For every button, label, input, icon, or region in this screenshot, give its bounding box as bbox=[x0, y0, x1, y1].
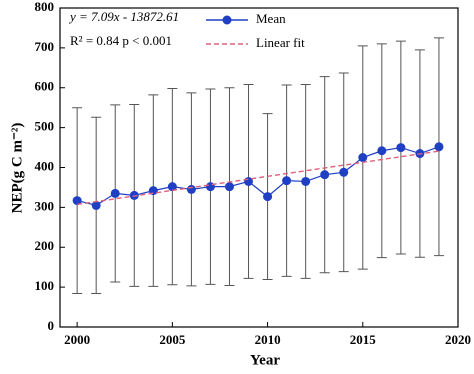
y-tick-label: 700 bbox=[35, 39, 55, 54]
y-tick-label: 200 bbox=[35, 238, 55, 253]
legend-label: Linear fit bbox=[256, 35, 305, 50]
fit-line bbox=[77, 150, 440, 206]
marker bbox=[358, 153, 368, 163]
marker bbox=[434, 142, 444, 152]
x-tick-label: 2020 bbox=[445, 332, 471, 347]
x-tick-label: 2005 bbox=[159, 332, 186, 347]
marker bbox=[320, 170, 330, 180]
legend-marker bbox=[222, 15, 232, 25]
y-tick-label: 600 bbox=[35, 79, 55, 94]
marker bbox=[72, 196, 82, 206]
marker bbox=[110, 188, 120, 198]
y-tick-label: 500 bbox=[35, 119, 55, 134]
x-tick-label: 2010 bbox=[255, 332, 281, 347]
marker bbox=[186, 184, 196, 194]
marker bbox=[205, 182, 215, 192]
y-tick-label: 300 bbox=[35, 198, 55, 213]
marker bbox=[91, 200, 101, 210]
y-tick-label: 800 bbox=[35, 0, 55, 14]
x-axis-label: Year bbox=[250, 352, 280, 368]
y-axis-label: NEP(g C m⁻²) bbox=[9, 123, 25, 214]
marker bbox=[339, 167, 349, 177]
annotation: y = 7.09x - 13872.61 bbox=[68, 9, 179, 24]
x-tick-label: 2015 bbox=[350, 332, 377, 347]
annotation: R² = 0.84 p < 0.001 bbox=[70, 33, 172, 48]
y-tick-label: 400 bbox=[35, 158, 55, 173]
marker bbox=[167, 182, 177, 192]
y-tick-label: 0 bbox=[48, 318, 55, 333]
marker bbox=[396, 143, 406, 153]
marker bbox=[263, 192, 273, 202]
marker bbox=[301, 176, 311, 186]
marker bbox=[224, 182, 234, 192]
legend-label: Mean bbox=[256, 11, 286, 26]
y-tick-label: 100 bbox=[35, 278, 55, 293]
x-tick-label: 2000 bbox=[64, 332, 90, 347]
plot-frame bbox=[59, 7, 459, 328]
marker bbox=[282, 176, 292, 186]
marker bbox=[377, 146, 387, 156]
